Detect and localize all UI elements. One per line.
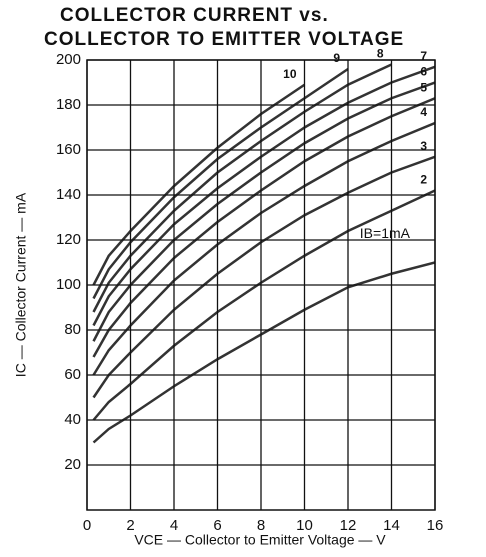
curve xyxy=(92,189,435,421)
y-tick-label: 120 xyxy=(56,231,81,248)
curve xyxy=(92,155,435,399)
y-tick-label: 60 xyxy=(64,366,81,383)
x-tick-label: 16 xyxy=(427,517,444,534)
y-axis-label: IC — Collector Current — mA xyxy=(13,192,29,377)
curve-label: 3 xyxy=(420,139,427,153)
chart-title: COLLECTOR CURRENT vs. xyxy=(60,5,329,26)
y-tick-label: 40 xyxy=(64,411,81,428)
y-tick-label: 80 xyxy=(64,321,81,338)
y-tick-label: 20 xyxy=(64,456,81,473)
x-tick-label: 6 xyxy=(213,517,221,534)
curve-label: 2 xyxy=(420,173,427,187)
curve-label: 8 xyxy=(377,47,384,61)
x-tick-label: 12 xyxy=(340,517,357,534)
y-tick-label: 100 xyxy=(56,276,81,293)
curves xyxy=(92,63,435,444)
curve xyxy=(92,81,435,342)
curve xyxy=(92,121,435,376)
chart-subtitle: COLLECTOR TO EMITTER VOLTAGE xyxy=(44,29,404,50)
curve xyxy=(92,65,435,327)
y-tick-label: 140 xyxy=(56,186,81,203)
y-tick-label: 180 xyxy=(56,96,81,113)
curve-label: IB=1mA xyxy=(360,225,411,241)
curve xyxy=(92,67,349,300)
curve xyxy=(92,83,306,286)
y-tick-label: 160 xyxy=(56,141,81,158)
curve-label: 5 xyxy=(420,80,427,94)
y-tick-label: 200 xyxy=(56,51,81,68)
x-tick-label: 14 xyxy=(383,517,400,534)
curve xyxy=(92,261,435,444)
curve-label: 4 xyxy=(420,105,427,119)
x-tick-label: 0 xyxy=(83,517,91,534)
curve xyxy=(92,97,435,358)
x-tick-label: 2 xyxy=(126,517,134,534)
curve-label: 6 xyxy=(420,65,427,79)
curve xyxy=(92,63,393,313)
x-axis-label: VCE — Collector to Emitter Voltage — V xyxy=(134,532,386,548)
curve-label: 10 xyxy=(283,67,297,81)
x-tick-label: 8 xyxy=(257,517,265,534)
x-tick-label: 4 xyxy=(170,517,178,534)
curve-label: 9 xyxy=(333,51,340,65)
x-tick-label: 10 xyxy=(296,517,313,534)
curve-label: 7 xyxy=(420,49,427,63)
